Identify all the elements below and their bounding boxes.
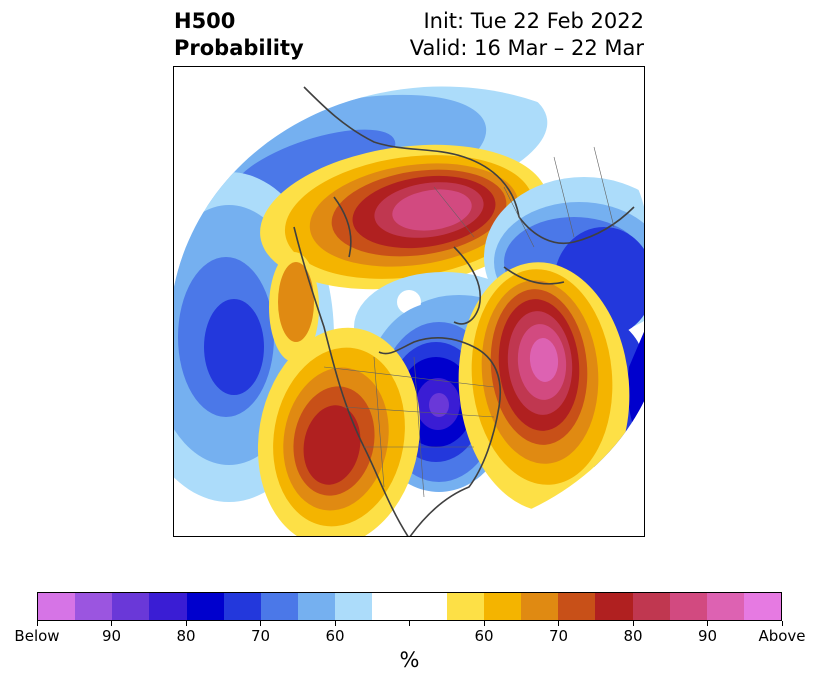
colorbar-tick bbox=[334, 621, 336, 626]
colorbar-tick-label: 70 bbox=[250, 627, 271, 645]
map-canvas bbox=[174, 86, 644, 536]
colorbar-tick-label: 90 bbox=[697, 627, 718, 645]
colorbar-ticks: Below 90 80 70 60 60 70 80 90 Above bbox=[14, 621, 806, 651]
forecast-dates: Init: Tue 22 Feb 2022 Valid: 16 Mar – 22… bbox=[410, 8, 644, 62]
colorbar-tick bbox=[409, 621, 410, 626]
colorbar-tick-label: 60 bbox=[474, 627, 494, 645]
colorbar-tick-label: 90 bbox=[101, 627, 122, 645]
colorbar-tick-label: Above bbox=[758, 627, 806, 645]
colorbar-tick-label: 80 bbox=[176, 627, 196, 645]
colorbar-tick bbox=[111, 621, 112, 626]
colorbar-tick bbox=[36, 621, 38, 626]
colorbar-segment bbox=[260, 593, 299, 620]
colorbar-tick bbox=[707, 621, 708, 626]
colorbar-tick bbox=[483, 621, 485, 626]
colorbar-segment bbox=[595, 593, 633, 620]
colorbar-segment bbox=[632, 593, 670, 620]
colorbar-segment bbox=[743, 593, 782, 620]
title-line-1: H500 bbox=[174, 9, 236, 33]
probability-field bbox=[174, 86, 644, 536]
colorbar-segment bbox=[149, 593, 187, 620]
borders bbox=[323, 146, 615, 498]
colorbar-tick bbox=[781, 621, 783, 626]
colorbar-segment bbox=[75, 593, 113, 620]
colorbar-tick-label: 60 bbox=[325, 627, 345, 645]
colorbar-segment bbox=[186, 593, 224, 620]
title-line-2: Probability bbox=[174, 36, 304, 60]
anomaly-siberia-high bbox=[260, 144, 548, 290]
colorbar-tick bbox=[558, 621, 559, 626]
colorbar-segment bbox=[335, 593, 373, 620]
anomaly-west-coast-high bbox=[269, 252, 319, 362]
anomaly-west-na-high bbox=[257, 327, 421, 536]
colorbar-segment bbox=[372, 593, 410, 620]
colorbar bbox=[37, 592, 782, 621]
colorbar-tick-label: 70 bbox=[548, 627, 569, 645]
colorbar-segment bbox=[409, 593, 447, 620]
colorbar-tick-label: Below bbox=[14, 627, 60, 645]
valid-range: Valid: 16 Mar – 22 Mar bbox=[409, 36, 644, 60]
colorbar-unit: % bbox=[399, 648, 420, 672]
colorbar-segment bbox=[38, 593, 76, 620]
anomaly-n-atlantic-high bbox=[458, 262, 630, 512]
colorbar-tick bbox=[185, 621, 187, 626]
colorbar-segment bbox=[521, 593, 559, 620]
colorbar-segment bbox=[483, 593, 522, 620]
probability-map bbox=[173, 66, 645, 537]
colorbar-segment bbox=[112, 593, 150, 620]
colorbar-segment bbox=[558, 593, 596, 620]
colorbar-segment bbox=[706, 593, 744, 620]
map-title: H500 Probability bbox=[174, 8, 304, 62]
colorbar-tick bbox=[260, 621, 261, 626]
colorbar-segment bbox=[669, 593, 707, 620]
coastlines bbox=[293, 86, 635, 536]
init-date: Init: Tue 22 Feb 2022 bbox=[423, 9, 644, 33]
colorbar-tick-label: 80 bbox=[623, 627, 643, 645]
colorbar-segment bbox=[223, 593, 261, 620]
colorbar-segment bbox=[446, 593, 484, 620]
colorbar-tick bbox=[632, 621, 634, 626]
colorbar-segment bbox=[298, 593, 336, 620]
